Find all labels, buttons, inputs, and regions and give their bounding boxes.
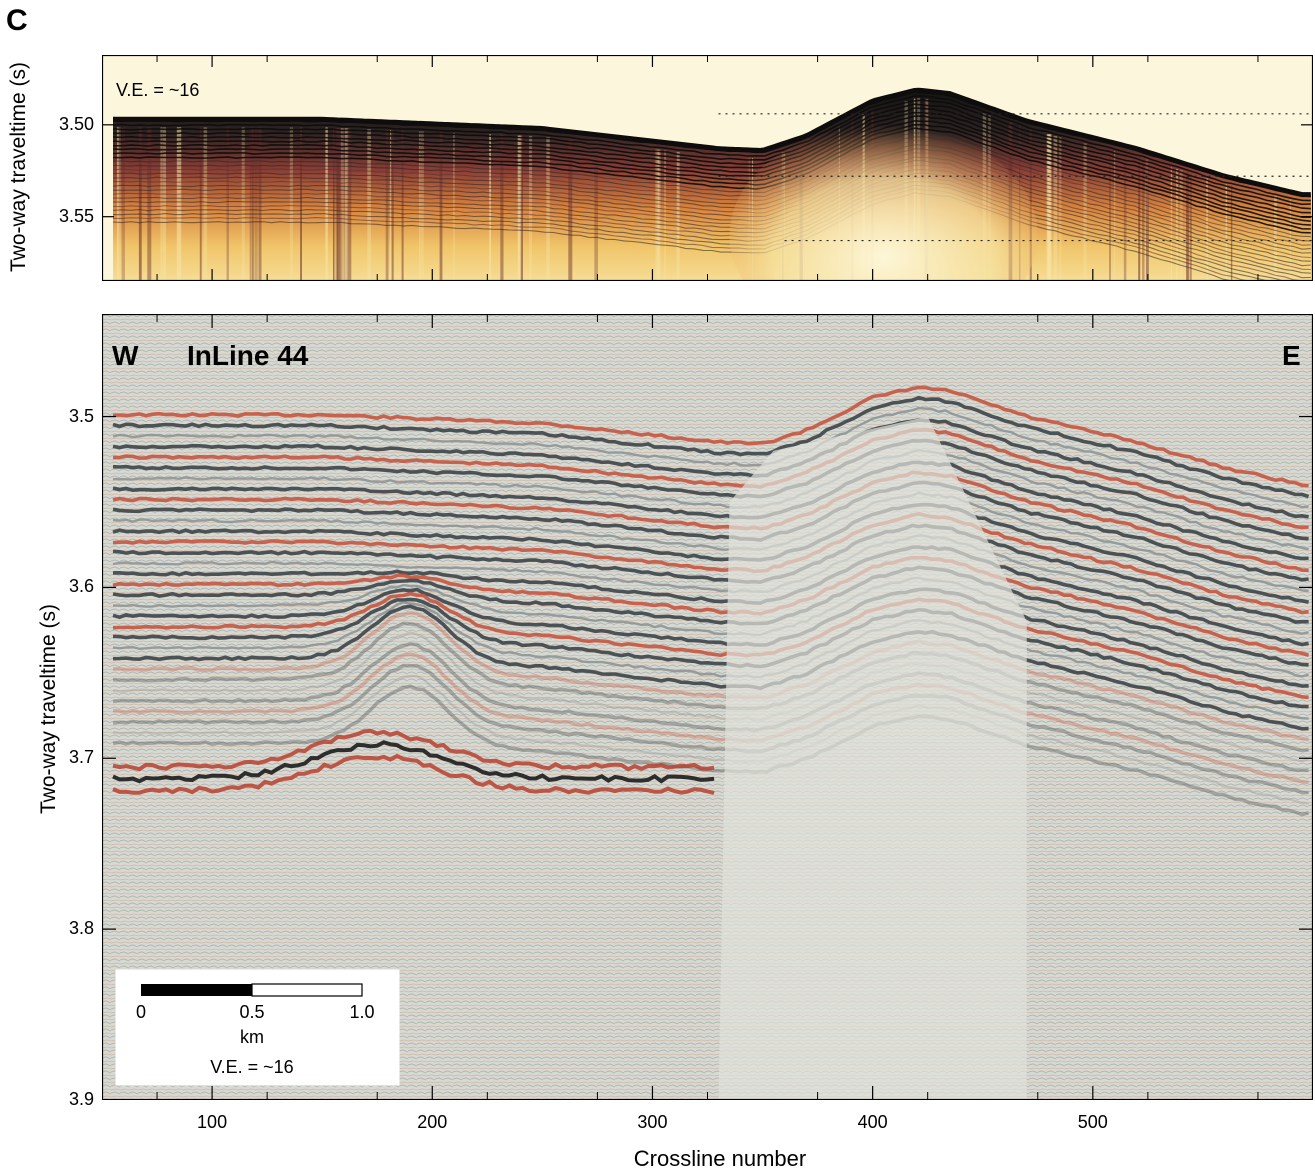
direction-east: E	[1282, 340, 1301, 371]
bottom-ytick-label: 3.7	[68, 747, 94, 768]
bottom-axis-ticks	[102, 314, 1313, 1100]
bottom-xtick-label: 500	[1077, 1112, 1108, 1132]
x-axis-title: Crossline number	[633, 1146, 807, 1171]
panel-letter: C	[6, 4, 28, 37]
top-ve-label: V.E. = ~16	[116, 80, 199, 100]
bottom-xtick-label: 300	[637, 1112, 668, 1132]
inline-title: InLine 44	[187, 340, 309, 371]
scale-tick-0-5: 0.5	[239, 1002, 264, 1022]
direction-west: W	[112, 340, 139, 371]
bottom-ytick-label: 3.8	[68, 918, 94, 939]
bottom-xtick-label: 200	[417, 1112, 448, 1132]
bottom-xtick-label: 400	[857, 1112, 888, 1132]
scale-bar-black-segment	[141, 984, 252, 996]
top-chirp-profile: V.E. = ~16	[102, 55, 1313, 281]
bottom-high-amplitude-reflector	[112, 728, 715, 795]
scale-unit: km	[240, 1027, 264, 1047]
top-ytick-label: 3.55	[58, 205, 94, 226]
bottom-xtick-label: 100	[197, 1112, 228, 1132]
top-reference-lines	[718, 113, 1313, 242]
top-ytick-label: 3.50	[58, 113, 94, 134]
scale-tick-1-0: 1.0	[349, 1002, 374, 1022]
bottom-ytick-label: 3.6	[68, 576, 94, 597]
top-ylabel: Two-way traveltime (s)	[7, 61, 30, 273]
scale-bar-white-segment	[251, 983, 363, 997]
bottom-ylabel: Two-way traveltime (s)	[37, 603, 60, 815]
scale-tick-0: 0	[136, 1002, 146, 1022]
scale-ve-label: V.E. = ~16	[210, 1057, 293, 1077]
top-axis-ticks	[102, 55, 1313, 281]
scale-bar: 0 0.5 1.0 km V.E. = ~16	[115, 969, 400, 1086]
top-reflector-lines	[112, 91, 1311, 281]
top-acoustic-blanking	[729, 125, 1038, 281]
bottom-ytick-label: 3.9	[68, 1089, 94, 1109]
top-seafloor-line	[113, 87, 1311, 198]
bottom-seismic-section: W InLine 44 E 0 0.5 1.0 km V.E. = ~16	[102, 314, 1313, 1100]
bottom-reflectors	[112, 385, 1310, 817]
bottom-chaotic-zone	[718, 416, 1027, 1100]
bottom-ytick-label: 3.5	[68, 405, 94, 426]
